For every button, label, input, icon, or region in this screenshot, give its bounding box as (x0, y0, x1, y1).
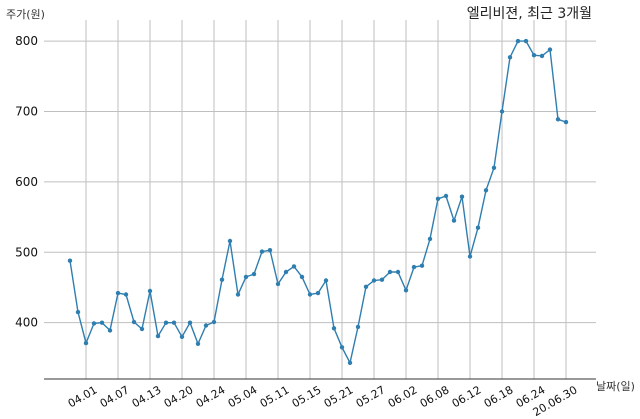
data-point (139, 326, 145, 332)
chart-title: 엘리비젼, 최근 3개월 (467, 6, 592, 22)
data-point (507, 55, 513, 60)
data-point (83, 340, 89, 346)
data-point (563, 119, 569, 125)
y-tick-label: 600 (15, 175, 38, 189)
x-tick-label: 05.27 (354, 383, 388, 410)
data-point (179, 334, 185, 339)
y-tick-label: 500 (15, 245, 38, 259)
x-tick-label: 04.01 (66, 383, 100, 410)
data-point (379, 277, 385, 282)
data-point (427, 236, 433, 242)
data-point (187, 320, 193, 325)
y-tick-label: 800 (15, 34, 38, 48)
data-point (363, 284, 369, 289)
x-tick-label: 05.11 (258, 383, 292, 410)
data-point (371, 278, 377, 283)
data-point (291, 264, 297, 269)
data-point (283, 269, 289, 275)
data-point (411, 264, 417, 270)
data-point (195, 341, 201, 346)
data-point (387, 269, 393, 275)
data-point (555, 117, 561, 122)
data-point (251, 271, 257, 277)
data-point (435, 196, 441, 201)
x-tick-label: 04.20 (162, 383, 196, 410)
data-point (331, 326, 337, 331)
data-point (491, 165, 497, 170)
data-point (163, 320, 169, 325)
data-point (147, 288, 153, 294)
x-tick-label: 04.13 (130, 383, 164, 410)
data-point (539, 53, 545, 59)
data-point (547, 47, 553, 52)
x-axis-label: 날짜(일) (596, 379, 635, 393)
data-point (299, 274, 305, 280)
x-tick-label: 06.12 (450, 383, 484, 410)
data-point (155, 333, 161, 339)
x-tick-label: 06.18 (482, 383, 516, 410)
data-point (107, 328, 113, 333)
data-point (451, 218, 457, 223)
data-point (75, 309, 81, 315)
data-point (235, 292, 241, 297)
data-point (115, 290, 121, 296)
data-point (171, 320, 177, 325)
y-axis-label: 주가(원) (6, 8, 45, 21)
data-point (227, 238, 233, 244)
data-point (243, 274, 249, 280)
data-point (395, 269, 401, 275)
y-tick-label: 400 (15, 316, 38, 330)
data-point (67, 258, 73, 263)
x-tick-label: 05.04 (226, 383, 260, 410)
data-point (315, 290, 321, 296)
data-point (91, 321, 97, 326)
data-point (443, 193, 449, 199)
data-point (347, 360, 353, 365)
x-tick-label: 05.21 (322, 383, 356, 410)
data-point (515, 38, 521, 44)
data-point (323, 278, 329, 283)
data-point (467, 254, 473, 259)
data-point (419, 263, 425, 268)
data-point (275, 281, 281, 287)
data-point (355, 324, 361, 330)
data-point (403, 288, 409, 293)
x-tick-label: 04.24 (194, 383, 228, 410)
data-point (523, 38, 529, 44)
data-point (475, 225, 481, 230)
data-point (531, 53, 537, 58)
data-point (259, 249, 265, 254)
x-axis-ticks: 04.0104.0704.1304.2004.2405.0405.1105.15… (66, 383, 580, 419)
x-tick-label: 05.15 (290, 383, 324, 410)
series-line (69, 40, 567, 365)
data-point (499, 109, 505, 114)
data-point (307, 292, 313, 297)
x-tick-label: 06.08 (418, 383, 452, 410)
data-point (99, 320, 105, 325)
series-points (67, 38, 569, 365)
data-point (267, 248, 273, 253)
data-point (211, 319, 217, 325)
data-point (483, 188, 489, 193)
data-point (203, 323, 209, 328)
y-axis-ticks: 400 500 600 700 800 (15, 34, 38, 330)
x-tick-label: 06.02 (386, 383, 420, 410)
data-point (131, 319, 137, 325)
x-tick-label: 04.07 (98, 383, 132, 410)
data-point (123, 292, 129, 297)
grid (44, 20, 596, 379)
data-point (459, 194, 465, 199)
data-point (219, 277, 225, 282)
y-tick-label: 700 (15, 105, 38, 119)
data-point (339, 345, 345, 350)
